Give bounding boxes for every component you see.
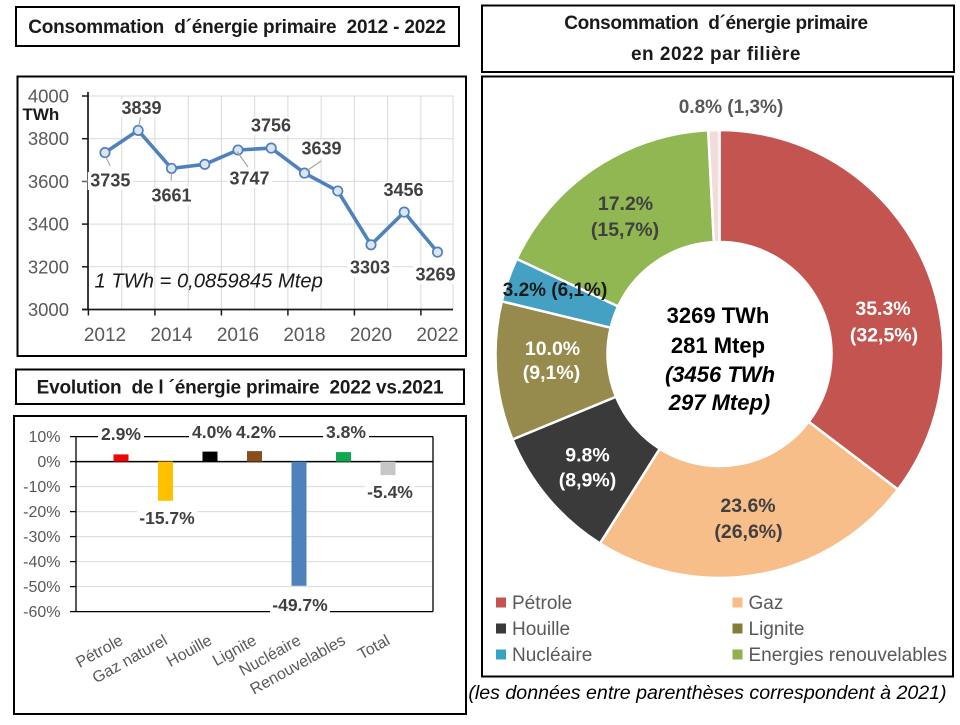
svg-text:2.9%: 2.9% (101, 424, 141, 444)
svg-text:1 TWh = 0,0859845 Mtep: 1 TWh = 0,0859845 Mtep (95, 271, 323, 293)
svg-text:2018: 2018 (283, 325, 325, 346)
svg-text:-49.7%: -49.7% (272, 595, 328, 615)
svg-text:0%: 0% (37, 454, 60, 471)
svg-text:Nucléaire: Nucléaire (512, 645, 592, 666)
svg-text:3200: 3200 (28, 256, 69, 277)
svg-text:3600: 3600 (28, 171, 69, 192)
svg-text:35.3%: 35.3% (855, 298, 910, 320)
svg-text:Pétrole: Pétrole (512, 593, 572, 614)
svg-text:en 2022 par filière: en 2022 par filière (631, 44, 801, 65)
svg-text:(3456 TWh: (3456 TWh (665, 362, 775, 387)
svg-text:3269: 3269 (415, 265, 455, 285)
svg-text:2022: 2022 (416, 325, 458, 346)
svg-text:3839: 3839 (121, 98, 161, 118)
svg-text:-40%: -40% (23, 554, 60, 571)
svg-text:(8,9%): (8,9%) (559, 470, 616, 492)
svg-text:4.0%: 4.0% (192, 422, 232, 442)
svg-text:2014: 2014 (150, 325, 193, 346)
svg-text:Energies renouvelables: Energies renouvelables (749, 645, 948, 666)
svg-text:2012: 2012 (84, 325, 126, 346)
svg-text:-20%: -20% (23, 504, 60, 521)
svg-text:(15,7%): (15,7%) (591, 219, 659, 241)
svg-text:-5.4%: -5.4% (367, 482, 413, 502)
svg-text:4000: 4000 (28, 86, 69, 107)
svg-text:-30%: -30% (23, 529, 60, 546)
svg-text:3000: 3000 (28, 299, 69, 320)
svg-text:Gaz: Gaz (749, 593, 784, 614)
svg-text:-60%: -60% (23, 604, 60, 621)
svg-text:Lignite: Lignite (749, 619, 805, 640)
svg-text:3456: 3456 (383, 180, 423, 200)
svg-text:3400: 3400 (28, 214, 69, 235)
svg-text:Consommation d´énergie primai: Consommation d´énergie primaire (564, 13, 867, 34)
svg-text:3269 TWh: 3269 TWh (667, 303, 770, 328)
svg-text:9.8%: 9.8% (565, 445, 609, 467)
svg-text:-50%: -50% (23, 579, 60, 596)
svg-text:3747: 3747 (229, 169, 269, 189)
svg-text:3303: 3303 (350, 258, 390, 278)
svg-text:-15.7%: -15.7% (139, 508, 195, 528)
svg-text:17.2%: 17.2% (598, 193, 653, 215)
svg-text:3735: 3735 (90, 171, 130, 191)
svg-text:0.8% (1,3%): 0.8% (1,3%) (679, 97, 784, 118)
svg-text:10%: 10% (28, 429, 60, 446)
svg-text:23.6%: 23.6% (720, 495, 775, 517)
svg-text:Evolution de l ´énergie prima: Evolution de l ´énergie primaire 2022 vs… (37, 378, 444, 399)
svg-text:3756: 3756 (251, 116, 291, 136)
svg-text:(9,1%): (9,1%) (523, 362, 580, 384)
svg-text:2016: 2016 (217, 325, 259, 346)
svg-text:4.2%: 4.2% (236, 422, 276, 442)
svg-text:TWh: TWh (23, 105, 60, 124)
svg-text:3.2% (6,1%): 3.2% (6,1%) (503, 280, 608, 301)
svg-text:(32,5%): (32,5%) (850, 325, 918, 347)
svg-text:-10%: -10% (23, 479, 60, 496)
svg-text:281 Mtep: 281 Mtep (671, 333, 765, 358)
svg-text:(les données entre parenthèses: (les données entre parenthèses correspon… (468, 682, 946, 704)
svg-text:297 Mtep): 297 Mtep) (668, 390, 770, 415)
svg-text:2020: 2020 (350, 325, 392, 346)
svg-text:3661: 3661 (151, 186, 191, 206)
svg-text:3.8%: 3.8% (326, 422, 366, 442)
svg-text:3800: 3800 (28, 128, 69, 149)
svg-text:(26,6%): (26,6%) (714, 521, 782, 543)
svg-text:3639: 3639 (301, 139, 341, 159)
svg-text:10.0%: 10.0% (525, 338, 580, 360)
svg-text:Consommation d´énergie primai: Consommation d´énergie primaire 2012 - 2… (28, 17, 446, 38)
svg-text:Houille: Houille (512, 619, 570, 640)
